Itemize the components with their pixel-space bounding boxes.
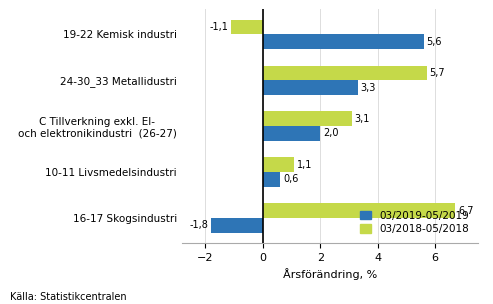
Bar <box>263 66 426 80</box>
Bar <box>231 20 263 34</box>
Text: 5,6: 5,6 <box>426 37 442 47</box>
Text: 5,7: 5,7 <box>429 68 445 78</box>
Legend: 03/2019-05/2019, 03/2018-05/2018: 03/2019-05/2019, 03/2018-05/2018 <box>356 206 473 238</box>
Bar <box>263 203 455 218</box>
Bar <box>263 172 280 187</box>
Text: 1,1: 1,1 <box>297 160 313 170</box>
X-axis label: Årsförändring, %: Årsförändring, % <box>283 268 378 280</box>
Text: 3,1: 3,1 <box>355 114 370 124</box>
Bar <box>263 80 357 95</box>
Text: 3,3: 3,3 <box>360 83 376 93</box>
Bar <box>263 112 352 126</box>
Text: 6,7: 6,7 <box>458 206 474 216</box>
Text: 2,0: 2,0 <box>323 129 339 139</box>
Bar <box>263 126 320 141</box>
Text: -1,8: -1,8 <box>189 220 208 230</box>
Bar <box>263 34 423 49</box>
Bar <box>263 157 294 172</box>
Text: Källa: Statistikcentralen: Källa: Statistikcentralen <box>10 292 127 302</box>
Text: 0,6: 0,6 <box>283 174 298 184</box>
Text: -1,1: -1,1 <box>210 22 228 32</box>
Bar <box>211 218 263 233</box>
